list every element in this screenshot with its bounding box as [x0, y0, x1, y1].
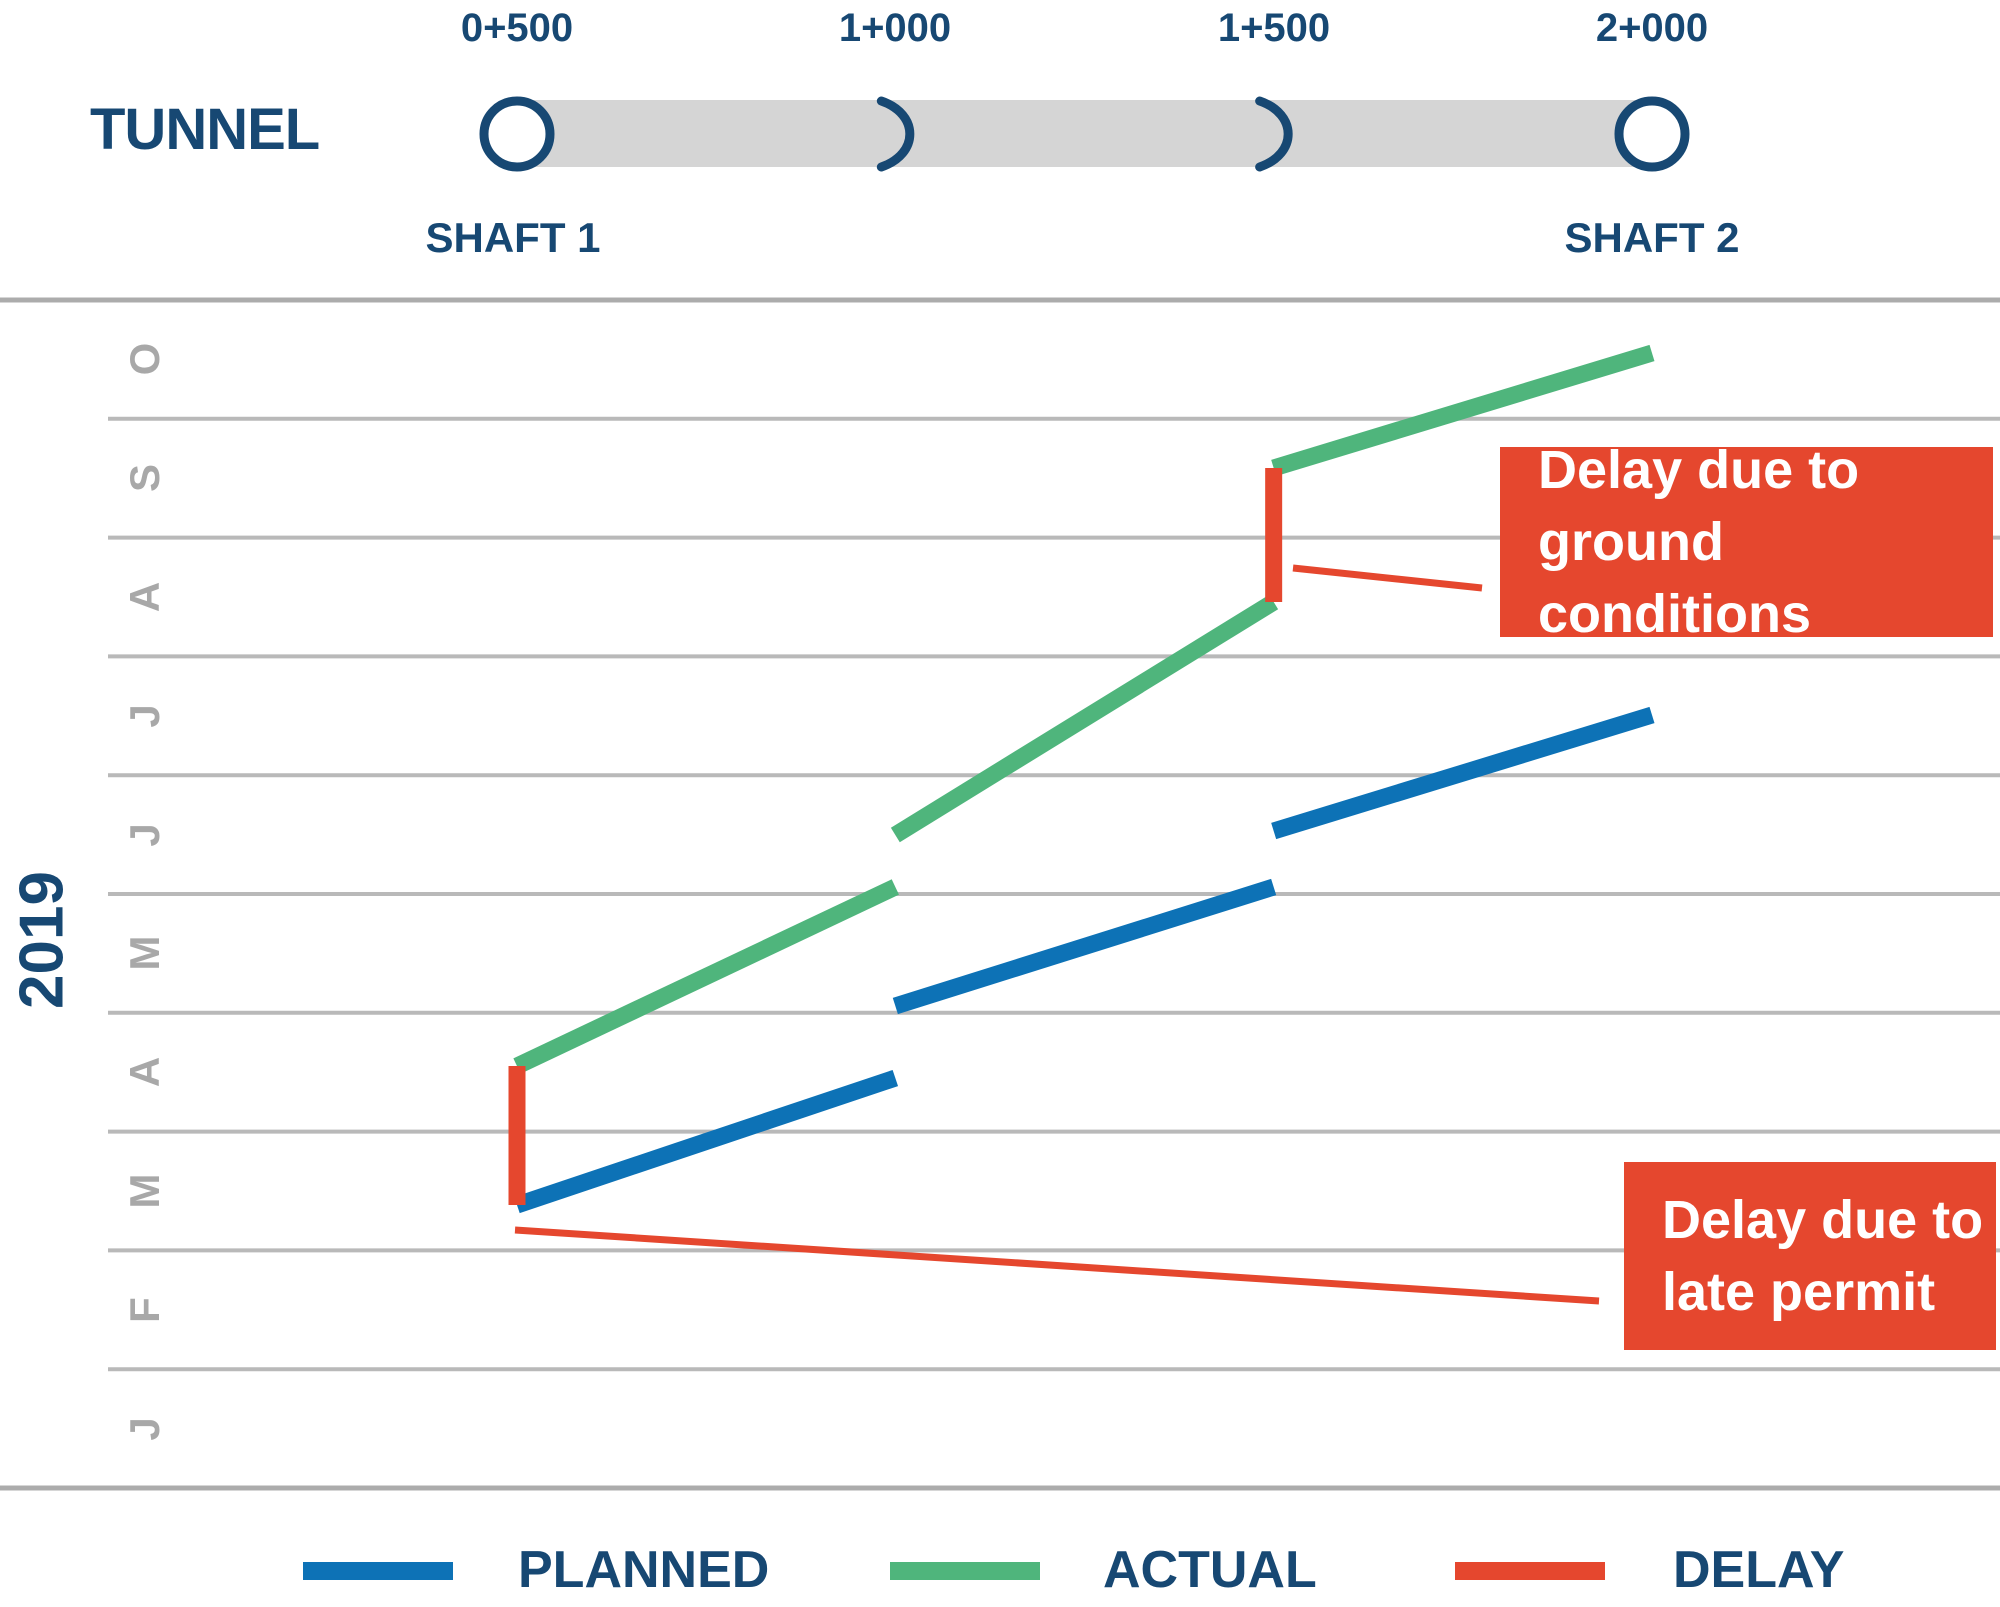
legend-swatch-delay: [1455, 1562, 1605, 1580]
annotation-text-line: Delay due to: [1538, 440, 1860, 500]
annotation-text-line: ground conditions: [1538, 512, 1811, 644]
annotation-leader-line: [1292, 564, 1483, 592]
annotation-text-line: late permit: [1662, 1262, 1936, 1322]
month-label: S: [121, 464, 168, 493]
tunnel-bar: [517, 100, 1652, 167]
month-label: M: [121, 935, 168, 971]
month-label: A: [121, 581, 168, 613]
shaft-1-icon: [479, 96, 555, 172]
tunnel-face-arc: [1255, 96, 1293, 172]
annotation-ground-conditions: Delay due to ground conditions: [1500, 440, 1993, 644]
shaft-1-label: SHAFT 1: [425, 214, 601, 261]
legend-label-delay: DELAY: [1673, 1541, 1845, 1599]
tunnel-label: TUNNEL: [90, 97, 320, 162]
planned-line-segment: [892, 878, 1277, 1015]
chainage-tick-0500: 0+500: [460, 6, 574, 50]
year-axis-label: 2019: [7, 871, 77, 1009]
shaft-2-label: SHAFT 2: [1564, 214, 1740, 261]
legend-label-planned: PLANNED: [518, 1541, 770, 1599]
chainage-tick-1500: 1+500: [1217, 6, 1331, 50]
tunnel-face-arc: [876, 96, 915, 172]
legend-label-actual: ACTUAL: [1103, 1541, 1317, 1599]
actual-line-segment: [890, 594, 1279, 843]
month-label: J: [121, 822, 168, 847]
legend-swatch-planned: [303, 1562, 453, 1580]
planned-line-segment: [1271, 706, 1655, 840]
planned-line-segment: [514, 1069, 899, 1214]
annotation-late-permit: Delay due to late permit: [1624, 1162, 1996, 1350]
month-label: M: [121, 1173, 168, 1209]
shaft-2-icon: [1614, 96, 1690, 172]
month-label: A: [121, 1057, 168, 1088]
month-label: O: [121, 343, 168, 376]
chainage-tick-2000: 2+000: [1595, 6, 1709, 50]
actual-line-segment: [1271, 344, 1655, 477]
actual-line-segment: [513, 879, 899, 1074]
month-label: J: [121, 704, 168, 728]
annotation-leader-line: [514, 1226, 1600, 1305]
month-label: J: [121, 1416, 168, 1441]
annotation-text-line: Delay due to: [1662, 1190, 1984, 1250]
chainage-tick-1000: 1+000: [838, 6, 952, 50]
legend-swatch-actual: [890, 1562, 1040, 1580]
month-label: F: [121, 1296, 168, 1323]
